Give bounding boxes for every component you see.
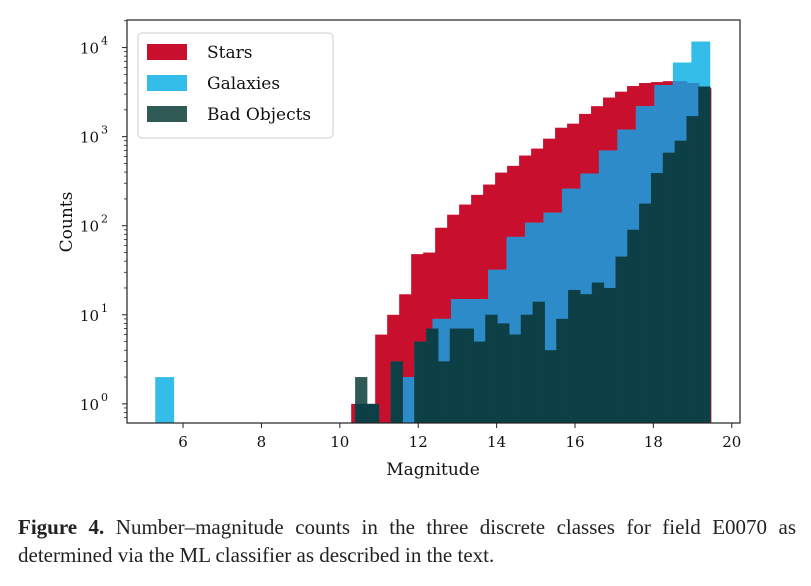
x-tick-label: 18 — [644, 433, 663, 451]
y-tick-exponent: 2 — [101, 213, 108, 226]
legend-swatch-galaxies — [147, 75, 187, 91]
bar-bad-objects-overlap — [485, 314, 498, 423]
series-bad-objects-overlap — [355, 86, 711, 423]
bar-bad-objects-overlap — [449, 328, 463, 423]
bar-bad-objects-overlap — [591, 282, 605, 423]
y-axis-label: Counts — [57, 192, 77, 253]
y-tick-label: 10 — [80, 396, 99, 414]
x-tick-label: 14 — [487, 433, 506, 451]
bar-bad-objects-overlap — [686, 116, 699, 423]
bars-layer — [155, 41, 712, 423]
bar-bad-objects-overlap — [366, 403, 380, 423]
bar-bad-objects-overlap — [603, 287, 616, 423]
x-axis: 6 8 10 12 14 16 18 20 — [178, 423, 741, 451]
bar-bad-objects-overlap — [390, 361, 403, 423]
bar-bad-objects-overlap — [461, 328, 474, 423]
bar-bad-objects-overlap — [615, 256, 628, 423]
x-tick-label: 8 — [257, 433, 267, 451]
legend-label-galaxies: Galaxies — [207, 74, 280, 94]
x-tick-label: 16 — [565, 433, 584, 451]
x-tick-label: 10 — [330, 433, 349, 451]
bar-bad-objects-overlap — [473, 341, 486, 423]
caption-text: Number–magnitude counts in the three dis… — [18, 515, 796, 567]
x-tick-label: 12 — [409, 433, 428, 451]
bar-bad-objects-overlap — [508, 334, 522, 423]
bar-bad-objects-overlap — [520, 314, 534, 423]
plot-frame — [126, 19, 741, 424]
bar-bad-objects-overlap — [651, 173, 664, 423]
caption-label: Figure 4. — [18, 515, 105, 539]
legend-swatch-bad-objects — [147, 106, 187, 122]
bar-bad-objects-overlap — [568, 289, 581, 423]
bar-bad-objects-overlap — [639, 203, 652, 423]
legend-label-bad-objects: Bad Objects — [207, 105, 311, 125]
y-tick-label: 10 — [80, 129, 99, 147]
legend-label-stars: Stars — [207, 43, 252, 63]
bar-bad-objects-overlap — [556, 318, 569, 423]
x-tick-label: 6 — [178, 433, 188, 451]
bar-bad-objects-overlap — [437, 361, 451, 423]
y-tick-label: 10 — [80, 218, 99, 236]
y-tick-exponent: 0 — [101, 391, 108, 404]
bar-bad-objects-overlap — [532, 301, 545, 423]
bar-bad-objects-overlap — [497, 323, 510, 423]
x-tick-label: 20 — [722, 433, 741, 451]
bar-bad-objects-overlap — [414, 341, 427, 423]
y-tick-exponent: 4 — [101, 35, 108, 48]
bar-bad-objects-overlap — [426, 328, 439, 423]
bar-galaxies — [155, 377, 175, 423]
bar-bad-objects-overlap — [674, 140, 687, 423]
y-tick-label: 10 — [80, 307, 99, 325]
figure-caption: Figure 4. Number–magnitude counts in the… — [18, 513, 796, 569]
bar-stars — [375, 334, 388, 423]
y-tick-exponent: 1 — [101, 302, 108, 315]
bar-bad-objects-overlap — [627, 229, 640, 423]
legend: Stars Galaxies Bad Objects — [137, 32, 334, 139]
bar-bad-objects-overlap — [580, 294, 593, 423]
y-tick-label: 10 — [80, 40, 99, 58]
legend-swatch-stars — [147, 44, 187, 60]
bar-bad-objects-overlap — [662, 152, 676, 423]
x-axis-label: Magnitude — [386, 460, 480, 480]
bar-bad-objects-overlap — [698, 86, 711, 423]
y-tick-exponent: 3 — [101, 124, 108, 137]
bar-bad-objects-overlap — [544, 350, 557, 423]
